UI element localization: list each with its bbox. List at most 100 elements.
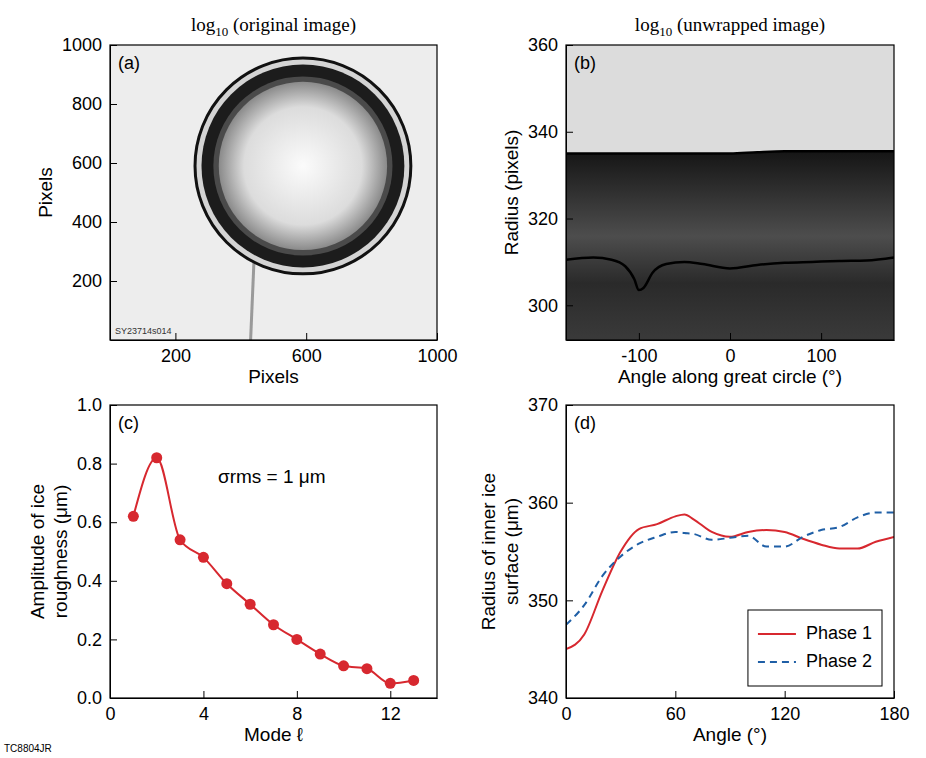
tick-mark	[110, 222, 117, 223]
x-axis-title: Mode ℓ	[244, 724, 303, 745]
panel-letter: (c)	[118, 413, 139, 433]
panel-letter: (d)	[574, 413, 596, 433]
tick-label: 300	[528, 296, 558, 316]
tick-mark	[566, 600, 573, 601]
tick-label: 60	[666, 704, 686, 724]
y-axis: 340 350 360 370	[528, 395, 573, 708]
tick-label: 200	[161, 346, 191, 366]
panel: 20060010002004006008001000(a)log10 (orig…	[35, 14, 458, 387]
marker	[245, 599, 256, 610]
tick-label: 4	[199, 704, 209, 724]
x-tick: 180	[879, 691, 909, 724]
tick-label: 1000	[62, 35, 102, 55]
marker	[385, 678, 396, 689]
y-axis: 300320340360	[528, 35, 573, 340]
x-axis: -100 0 100	[567, 333, 895, 366]
tick-label: 0.4	[77, 571, 102, 591]
tick-mark	[175, 333, 176, 340]
tick-mark	[110, 698, 117, 699]
y-tick: 350	[528, 591, 573, 611]
y-tick: 1.0	[77, 395, 117, 415]
x-tick: 0	[725, 333, 735, 366]
tick-label: -100	[621, 346, 657, 366]
y-tick: 800	[72, 94, 117, 114]
plot-area	[128, 452, 419, 689]
tick-label: 340	[528, 122, 558, 142]
tick-label: 100	[807, 346, 837, 366]
tick-label: 12	[381, 704, 401, 724]
panel-title: log10 (original image)	[191, 14, 356, 39]
tick-mark	[566, 219, 573, 220]
x-tick: 100	[807, 333, 837, 366]
panel: -1000100300320340360(b)log10 (unwrapped …	[501, 14, 895, 387]
y-tick: 370	[528, 395, 573, 415]
legend-swatch	[758, 633, 796, 635]
tick-mark	[110, 163, 117, 164]
tick-mark	[110, 639, 117, 640]
y-tick: 340	[528, 688, 573, 708]
image-core	[219, 82, 387, 250]
figure-id: TC8804JR	[4, 743, 52, 754]
x-tick: 8	[292, 691, 302, 724]
tick-label: 800	[72, 94, 102, 114]
y-axis-title: Radius of inner icesurface (μm)	[478, 473, 522, 630]
y-axis-title: Amplitude of iceroughness (μm)	[27, 484, 71, 619]
x-tick: 1000	[417, 333, 457, 366]
tick-mark	[675, 691, 676, 698]
x-tick: 120	[770, 691, 800, 724]
y-axis-title: Radius (pixels)	[501, 130, 522, 256]
tick-label: 600	[72, 153, 102, 173]
image-shading	[566, 151, 894, 340]
plot-area	[566, 45, 894, 340]
y-axis-line	[566, 46, 567, 341]
x-axis-line	[567, 340, 895, 341]
y-tick: 1000	[62, 35, 117, 55]
series-line	[566, 151, 894, 153]
x-tick: 600	[292, 333, 322, 366]
y-tick: 300	[528, 296, 573, 316]
marker	[268, 619, 279, 630]
plot-area	[566, 512, 894, 649]
x-axis: 200 600 1000	[111, 333, 458, 366]
y-axis-line	[110, 46, 111, 341]
x-tick: -100	[621, 333, 657, 366]
y-tick: 0.2	[77, 630, 117, 650]
tick-label: 340	[528, 688, 558, 708]
x-axis-line	[111, 340, 438, 341]
tick-mark	[110, 104, 117, 105]
legend-label: Phase 1	[806, 623, 872, 643]
image-ring	[201, 65, 404, 268]
tick-mark	[730, 333, 731, 340]
marker	[151, 452, 162, 463]
image-annotation: SY23714s014	[115, 326, 172, 336]
marker	[128, 511, 139, 522]
tick-mark	[110, 405, 117, 406]
tick-label: 360	[528, 35, 558, 55]
tick-mark	[566, 698, 573, 699]
x-tick: 4	[199, 691, 209, 724]
y-axis: 0.00.20.40.60.81.0	[77, 395, 117, 708]
tick-mark	[821, 333, 822, 340]
series-line	[133, 458, 413, 684]
tick-mark	[110, 522, 117, 523]
y-tick: 0.8	[77, 454, 117, 474]
tick-label: 0	[725, 346, 735, 366]
marker	[221, 578, 232, 589]
plot-frame	[566, 45, 894, 340]
y-tick: 400	[72, 212, 117, 232]
legend-swatch	[758, 661, 796, 663]
plot-frame	[566, 405, 894, 698]
tick-mark	[437, 333, 438, 340]
legend: Phase 1Phase 2	[748, 610, 882, 686]
marker	[291, 634, 302, 645]
tick-label: 360	[528, 493, 558, 513]
tick-mark	[110, 45, 117, 46]
panel-title: log10 (unwrapped image)	[635, 14, 825, 39]
tick-mark	[110, 464, 117, 465]
y-axis-line	[110, 406, 111, 699]
tick-label: 0.2	[77, 630, 102, 650]
tick-label: 0.8	[77, 454, 102, 474]
tick-mark	[566, 405, 573, 406]
marker	[175, 534, 186, 545]
tick-label: 200	[72, 271, 102, 291]
